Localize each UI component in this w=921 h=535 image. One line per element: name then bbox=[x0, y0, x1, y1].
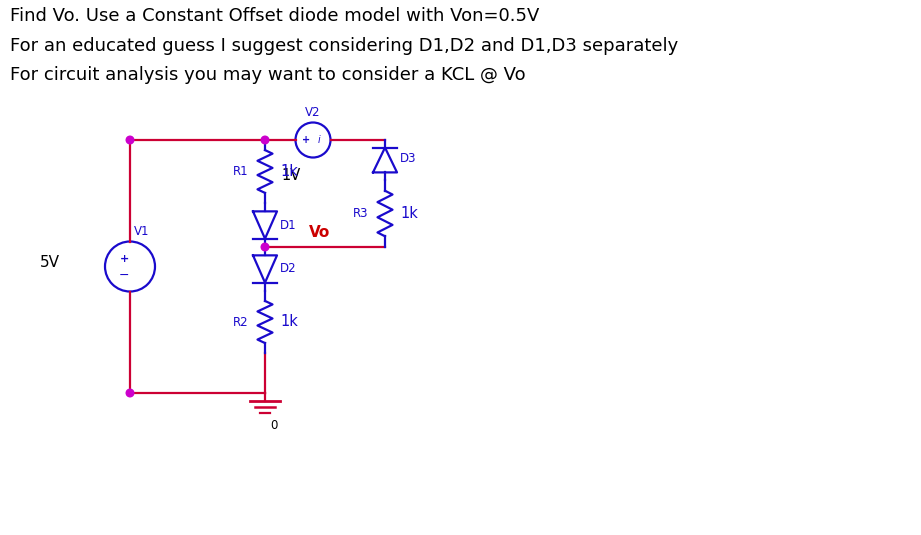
Text: Find Vo. Use a Constant Offset diode model with Von=0.5V: Find Vo. Use a Constant Offset diode mod… bbox=[10, 7, 540, 25]
Text: D2: D2 bbox=[280, 263, 297, 276]
Text: −: − bbox=[119, 269, 129, 282]
Text: 1k: 1k bbox=[400, 206, 418, 221]
Text: For an educated guess I suggest considering D1,D2 and D1,D3 separately: For an educated guess I suggest consider… bbox=[10, 36, 678, 55]
Text: R2: R2 bbox=[232, 316, 248, 328]
Text: i: i bbox=[318, 135, 321, 145]
Text: +: + bbox=[120, 254, 129, 264]
Text: R1: R1 bbox=[232, 165, 248, 178]
Circle shape bbox=[262, 243, 269, 251]
Text: 1V: 1V bbox=[282, 167, 300, 182]
Text: For circuit analysis you may want to consider a KCL @ Vo: For circuit analysis you may want to con… bbox=[10, 66, 526, 84]
Text: Vo: Vo bbox=[309, 225, 331, 240]
Text: V1: V1 bbox=[134, 225, 149, 238]
Text: +: + bbox=[302, 135, 310, 145]
Text: 5V: 5V bbox=[40, 255, 60, 270]
Text: D3: D3 bbox=[400, 151, 416, 164]
Text: R3: R3 bbox=[353, 207, 368, 220]
Text: D1: D1 bbox=[280, 218, 297, 232]
Circle shape bbox=[126, 136, 134, 144]
Text: 1k: 1k bbox=[280, 164, 297, 179]
Circle shape bbox=[126, 389, 134, 397]
Text: 1k: 1k bbox=[280, 315, 297, 330]
Text: V2: V2 bbox=[305, 105, 321, 118]
Circle shape bbox=[262, 136, 269, 144]
Text: 0: 0 bbox=[270, 419, 277, 432]
